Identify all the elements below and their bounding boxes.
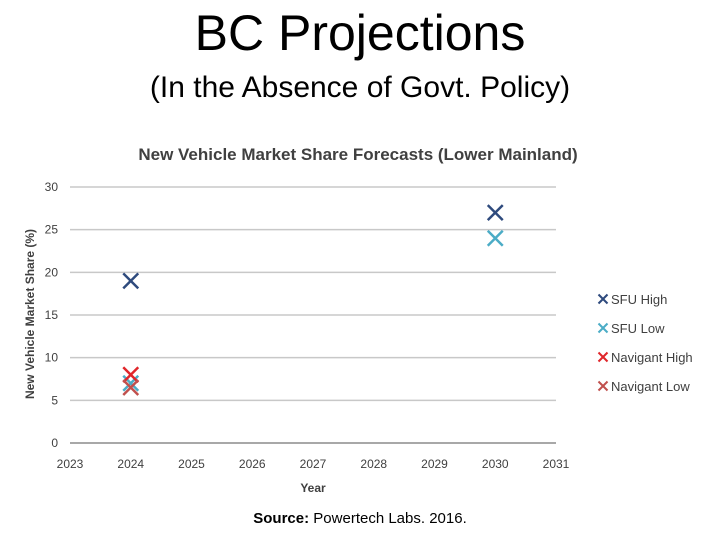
legend-label: SFU High: [611, 292, 667, 307]
y-tick-label: 5: [51, 393, 58, 407]
slide-title: BC Projections: [194, 5, 526, 61]
y-tick-label: 20: [45, 265, 59, 279]
legend-marker: [597, 293, 609, 305]
x-tick-label: 2027: [300, 457, 327, 471]
legend-marker: [597, 351, 609, 363]
x-axis-title: Year: [300, 481, 326, 495]
source-label: Source:: [253, 510, 310, 527]
x-tick-label: 2029: [421, 457, 448, 471]
y-tick-label: 15: [45, 308, 59, 322]
y-tick-label: 25: [45, 223, 59, 237]
marker-stroke: [486, 204, 504, 221]
x-tick-label: 2031: [543, 457, 570, 471]
gridlines: [70, 186, 556, 444]
x-tick-label: 2026: [239, 457, 266, 471]
data-point: [486, 229, 504, 247]
chart-title: New Vehicle Market Share Forecasts (Lowe…: [138, 145, 577, 164]
x-tick-label: 2030: [482, 457, 509, 471]
legend: SFU High SFU Low Navigant High Navigant Low: [597, 292, 693, 394]
x-tick-label: 2024: [117, 457, 144, 471]
data-point: [486, 204, 504, 221]
x-tick-label: 2023: [57, 457, 84, 471]
legend-label: SFU Low: [611, 321, 665, 336]
legend-marker: [597, 322, 609, 334]
legend-label: Navigant High: [611, 350, 693, 365]
x-tick-label: 2025: [178, 457, 205, 471]
y-tick-label: 10: [45, 351, 59, 365]
y-ticks: 0 5 10 15 20 25 30: [45, 180, 59, 450]
data-point: [122, 379, 140, 396]
legend-item: Navigant High: [597, 350, 693, 365]
legend-item: SFU Low: [597, 321, 665, 336]
marker-stroke: [122, 272, 140, 290]
slide-subtitle: (In the Absence of Govt. Policy): [149, 71, 571, 104]
data-point: [122, 272, 140, 290]
legend-item: SFU High: [597, 292, 667, 307]
legend-item: Navigant Low: [597, 379, 690, 394]
marker-stroke: [122, 366, 140, 384]
legend-marker: [597, 380, 609, 392]
source-note: Source: Powertech Labs. 2016.: [0, 510, 720, 527]
data-points: [122, 204, 504, 396]
marker-stroke: [122, 379, 140, 396]
x-tick-label: 2028: [360, 457, 387, 471]
x-ticks: 2023 2024 2025 2026 2027 2028 2029 2030 2031: [57, 457, 570, 471]
legend-label: Navigant Low: [611, 379, 690, 394]
data-point: [122, 366, 140, 384]
y-tick-label: 0: [51, 436, 58, 450]
y-axis-title: New Vehicle Market Share (%): [23, 229, 37, 399]
marker-stroke: [486, 229, 504, 247]
source-text: Powertech Labs. 2016.: [313, 510, 467, 527]
y-tick-label: 30: [45, 180, 59, 194]
scatter-chart: New Vehicle Market Share Forecasts (Lowe…: [23, 145, 693, 495]
